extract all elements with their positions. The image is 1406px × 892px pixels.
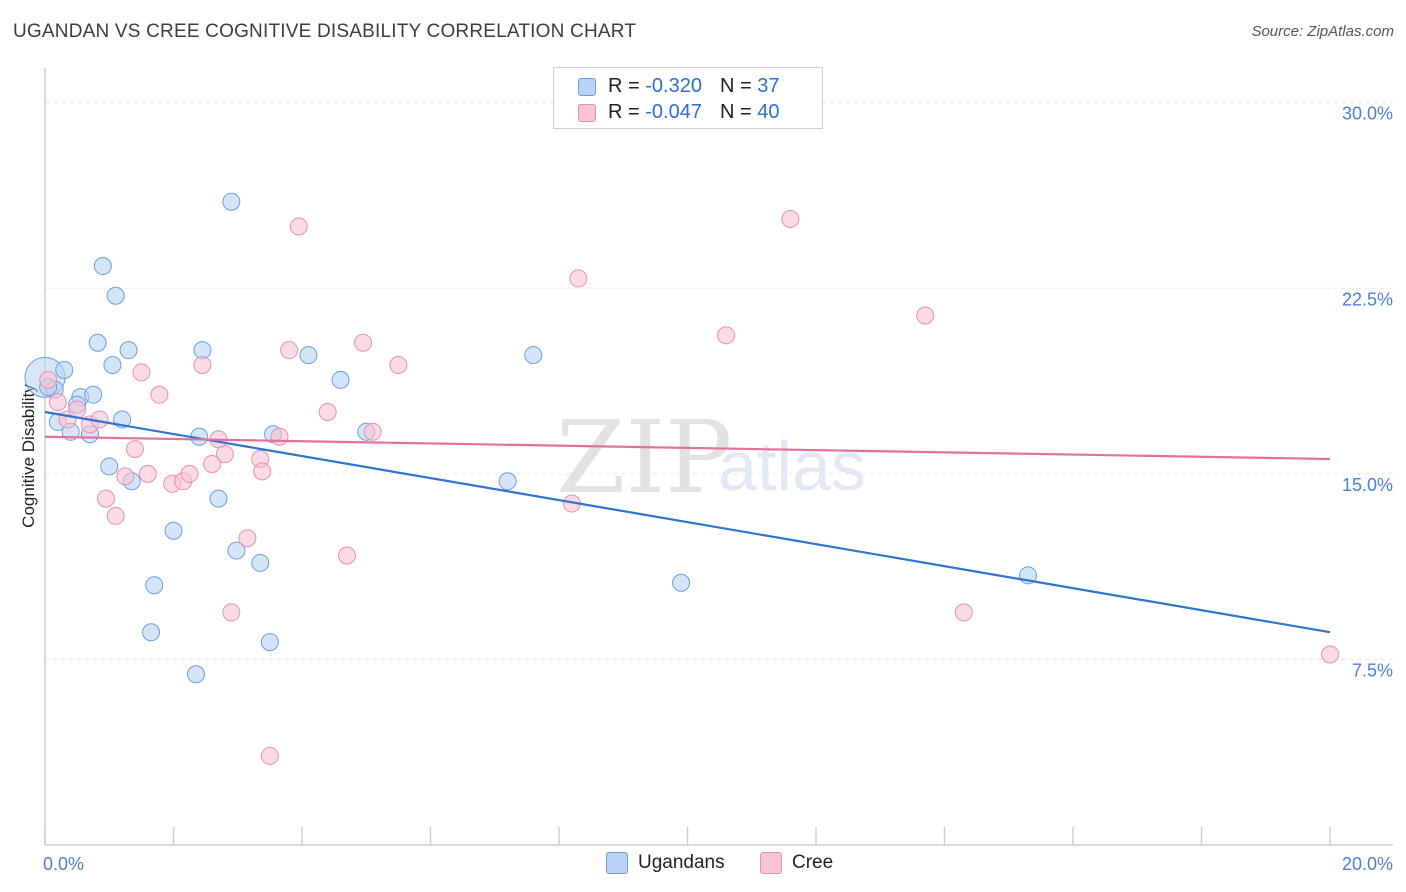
legend-r-label: R = xyxy=(608,75,646,97)
cree-point xyxy=(203,454,222,473)
ugandan-point xyxy=(84,385,103,404)
cree-point xyxy=(253,462,272,481)
legend-row-cree: R = -0.047 N = 40 xyxy=(578,101,779,127)
legend-row-ugandans: R = -0.320 N = 37 xyxy=(578,75,779,101)
x-tick-labels: 0.0% 20.0% xyxy=(43,854,1393,874)
cree-point xyxy=(954,603,973,622)
cree-point xyxy=(180,464,199,483)
cree-point xyxy=(222,603,241,622)
cree-point xyxy=(717,326,736,345)
y-axis-label: Cognitive Disability xyxy=(19,384,38,528)
cree-point xyxy=(238,529,257,548)
legend-n-label: N = xyxy=(719,75,758,97)
cree-trend-line xyxy=(44,435,1331,461)
legend-item-cree[interactable]: Cree xyxy=(760,852,833,874)
cree-point xyxy=(39,370,58,389)
cree-point xyxy=(215,445,234,464)
ugandan-trend-line xyxy=(44,410,1331,634)
ugandan-point xyxy=(100,457,119,476)
ugandan-point xyxy=(145,576,164,595)
cree-point xyxy=(280,341,299,360)
cree-point xyxy=(781,210,800,229)
trend-lines xyxy=(44,410,1331,634)
cree-point xyxy=(289,217,308,236)
cree-point xyxy=(138,464,157,483)
cree-point xyxy=(318,403,337,422)
ugandan-point xyxy=(119,341,138,360)
ugandan-point xyxy=(260,633,279,652)
ugandan-point xyxy=(299,346,318,365)
cree-point xyxy=(569,269,588,288)
y-tick-labels: 7.5% 15.0% 22.5% 30.0% xyxy=(1342,104,1393,681)
legend-r-value-ugandans: -0.320 xyxy=(645,75,702,97)
gridlines xyxy=(45,102,1393,660)
cree-point xyxy=(354,333,373,352)
cree-point xyxy=(1321,645,1339,664)
legend-n-label: N = xyxy=(719,101,758,123)
cree-point xyxy=(97,489,116,508)
ugandan-point xyxy=(55,360,74,379)
ugandan-point xyxy=(222,192,241,211)
ugandan-point xyxy=(103,356,122,375)
ugandan-point xyxy=(186,665,205,684)
watermark-atlas: atlas xyxy=(718,427,866,505)
x-tick-label-min: 0.0% xyxy=(43,854,84,874)
y-tick-label: 15.0% xyxy=(1342,475,1393,495)
legend-label-ugandans: Ugandans xyxy=(638,852,725,874)
series-legend: Ugandans Cree xyxy=(0,852,1406,878)
cree-point xyxy=(48,393,67,412)
y-tick-label: 7.5% xyxy=(1352,660,1393,680)
ugandan-point xyxy=(209,489,228,508)
ugandan-point xyxy=(142,623,161,642)
ugandan-point xyxy=(498,472,517,491)
legend-n-value-ugandans: 37 xyxy=(757,75,780,97)
legend-item-ugandans[interactable]: Ugandans xyxy=(606,852,725,874)
legend-r-value-cree: -0.047 xyxy=(645,101,702,123)
cree-point xyxy=(125,440,144,459)
ugandan-point xyxy=(672,573,691,592)
cree-point xyxy=(193,356,212,375)
legend-swatch-ugandans xyxy=(578,77,596,96)
ugandan-point xyxy=(106,286,125,305)
cree-point xyxy=(389,356,408,375)
cree-point xyxy=(363,422,382,441)
legend-n-value-cree: 40 xyxy=(757,101,780,123)
cree-point xyxy=(260,746,279,765)
ugandan-point xyxy=(88,333,107,352)
cree-point xyxy=(132,363,151,382)
stats-legend: R = -0.320 N = 37 R = -0.047 N = 40 xyxy=(553,67,823,129)
source-label: Source: ZipAtlas.com xyxy=(1251,23,1394,40)
ugandan-point xyxy=(251,553,270,572)
legend-swatch-cree xyxy=(578,103,596,122)
ugandan-point xyxy=(164,521,183,540)
y-tick-label: 22.5% xyxy=(1342,289,1393,309)
cree-point xyxy=(106,506,125,525)
cree-point xyxy=(337,546,356,565)
ugandan-point xyxy=(331,370,350,389)
legend-r-label: R = xyxy=(608,101,646,123)
cree-point xyxy=(916,306,935,325)
cree-point xyxy=(150,385,169,404)
watermark-zip: ZIP xyxy=(556,399,732,516)
ugandan-point xyxy=(93,257,112,276)
legend-swatch-ugandans xyxy=(606,852,628,874)
x-tick-label-max: 20.0% xyxy=(1342,854,1393,874)
legend-swatch-cree xyxy=(760,852,782,874)
cree-point xyxy=(116,467,135,486)
series-cree xyxy=(39,210,1339,765)
ugandan-point xyxy=(524,346,543,365)
chart-title: UGANDAN VS CREE COGNITIVE DISABILITY COR… xyxy=(13,21,637,42)
ugandan-point xyxy=(227,541,246,560)
legend-label-cree: Cree xyxy=(792,852,834,874)
cree-point xyxy=(270,427,289,446)
y-tick-label: 30.0% xyxy=(1342,104,1393,124)
axes xyxy=(44,68,1393,846)
